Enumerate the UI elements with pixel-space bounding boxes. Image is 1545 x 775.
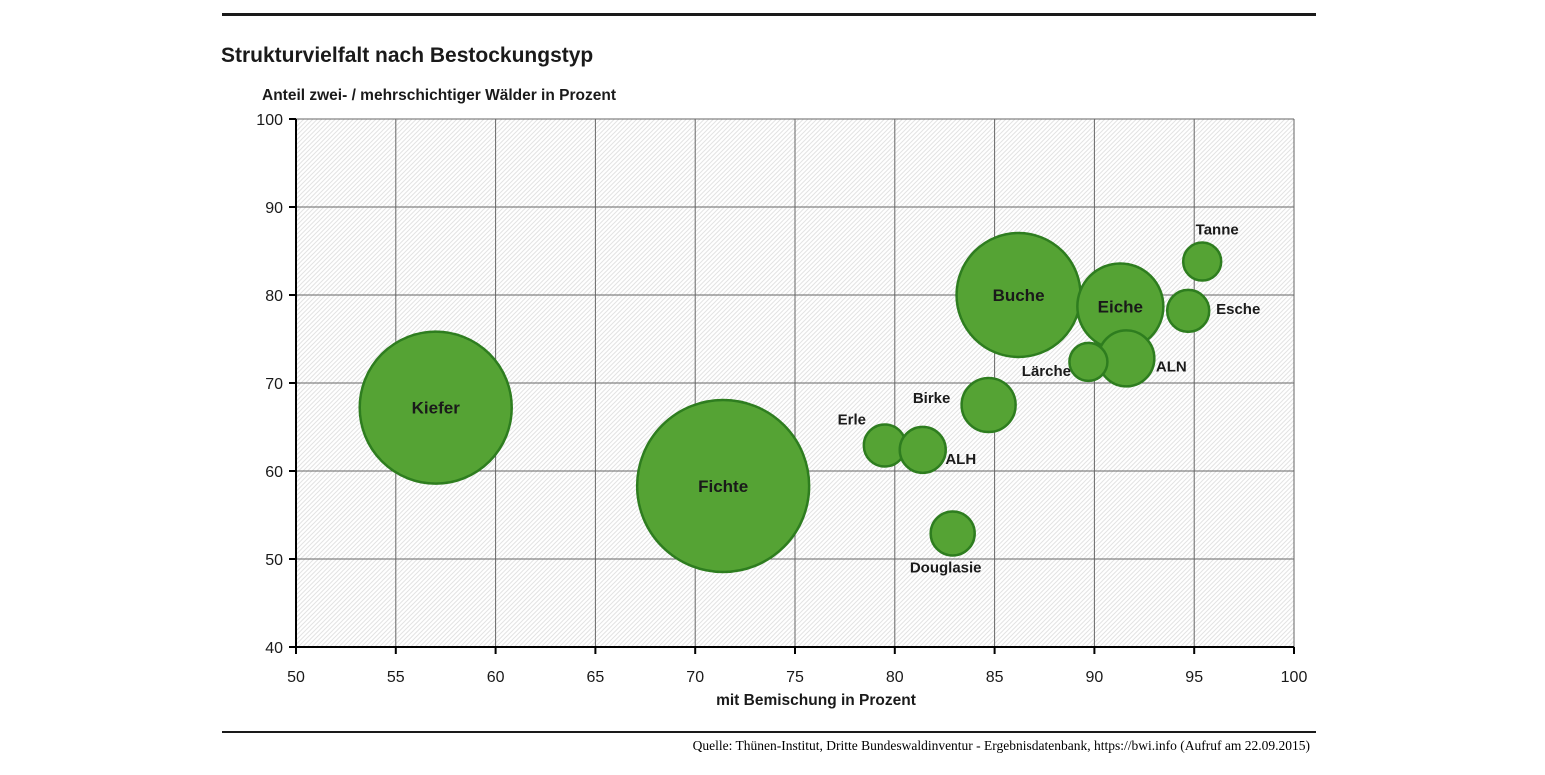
bottom-rule [222,731,1316,733]
bubble-label-erle: Erle [838,411,866,428]
axes [289,118,1295,654]
y-tick-label: 70 [265,376,283,393]
bubble-label-birke: Birke [913,390,951,407]
bubble-label-kiefer: Kiefer [412,399,461,418]
bubble-label-buche: Buche [993,286,1045,305]
source-note: Quelle: Thünen-Institut, Dritte Bundeswa… [692,738,1310,753]
x-tick-label: 60 [487,669,505,686]
x-axis-tick-labels: 50 55 60 65 70 75 80 85 90 95 100 [287,669,1307,686]
x-axis-title: mit Bemischung in Prozent [716,692,916,709]
bubble-label-fichte: Fichte [698,477,748,496]
x-tick-label: 65 [587,669,605,686]
bubble-label-lärche: Lärche [1022,363,1071,380]
bubble-label-esche: Esche [1216,301,1260,318]
top-rule [222,13,1316,16]
x-tick-label: 100 [1281,669,1308,686]
bubbles [358,231,1223,574]
bubble-birke [960,376,1017,434]
y-tick-label: 90 [265,200,283,217]
bubble-label-douglasie: Douglasie [910,559,982,576]
bubble-fichte [635,398,811,574]
x-tick-label: 75 [786,669,804,686]
bubble-alh [898,425,947,475]
y-tick-label: 60 [265,464,283,481]
x-tick-label: 55 [387,669,405,686]
x-tick-label: 70 [686,669,704,686]
x-tick-label: 95 [1185,669,1203,686]
x-tick-label: 85 [986,669,1004,686]
bubble-label-alh: ALH [945,451,976,468]
bubble-labels: Kiefer Fichte Buche Eiche Birke Douglasie Erle… [412,222,1261,577]
bubble-douglasie [929,510,976,557]
y-tick-label: 40 [265,640,283,657]
bubble-label-aln: ALN [1156,358,1187,375]
y-tick-label: 80 [265,288,283,305]
bubble-tanne [1181,241,1223,282]
y-axis-title: Anteil zwei- / mehrschichtiger Wälder in… [262,87,616,104]
bubble-label-eiche: Eiche [1098,297,1143,316]
bubble-lärche [1068,341,1109,383]
bubble-esche [1165,288,1211,334]
y-axis-tick-labels: 40 50 60 70 80 90 100 [256,112,283,657]
plot-area: 50 55 60 65 70 75 80 85 90 95 100405060708090100Ki… [256,112,1307,686]
y-tick-label: 100 [256,112,283,129]
chart-title: Strukturvielfalt nach Bestockungstyp [221,44,594,67]
x-tick-label: 50 [287,669,305,686]
x-tick-label: 90 [1086,669,1104,686]
bubble-label-tanne: Tanne [1196,222,1239,239]
y-tick-label: 50 [265,552,283,569]
x-tick-label: 80 [886,669,904,686]
bubble-kiefer [358,330,513,485]
